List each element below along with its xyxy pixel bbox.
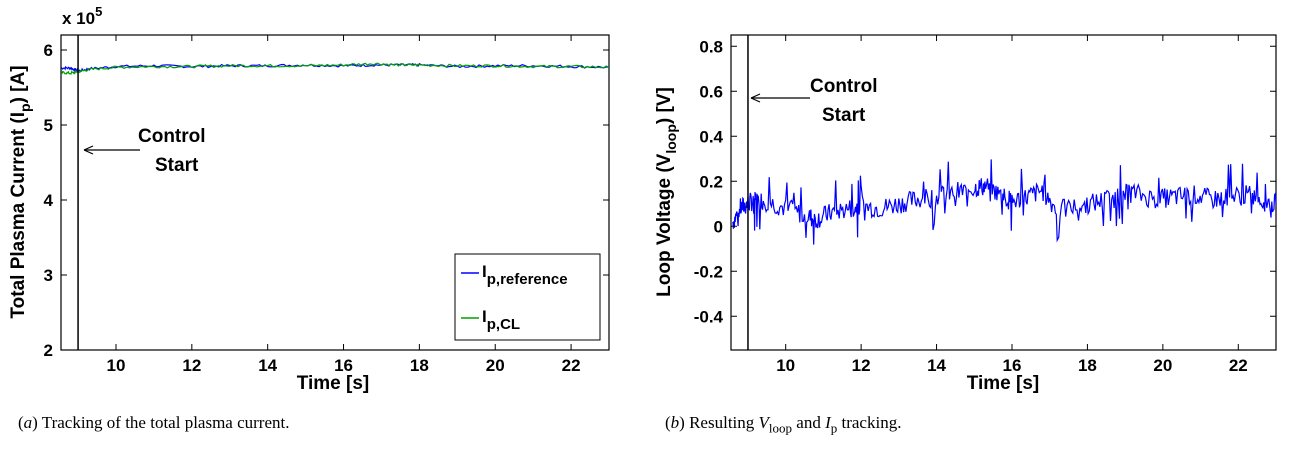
y-tick-label: 5 [44,116,53,135]
y-tick-label: 2 [44,341,53,360]
x-tick-label: 14 [258,356,277,375]
x-tick-label: 18 [410,356,429,375]
series-line-a-1 [60,62,610,76]
legend-label-cl: Ip,CL [482,307,520,333]
series-group-a [60,62,610,76]
x-axis-label-b: Time [s] [967,373,1040,394]
series-line-b-0 [732,159,1277,245]
y-tick-label: 0.2 [699,172,723,191]
x-tick-label: 22 [562,356,581,375]
chart-panel-a: 10 12 14 16 18 20 22 2 3 4 5 6 Control Start x 105… [8,4,610,394]
y-tick-label: 3 [44,266,53,285]
x-tick-label: 20 [486,356,505,375]
legend-box-a [454,253,601,341]
plot-area-b [730,34,1277,351]
arrowhead-a [83,145,94,155]
legend-a: Ip,reference Ip,CL [454,253,601,341]
y-tick-label: 0.8 [699,37,723,56]
y-ticks-b: -0.4 -0.2 0 0.2 0.4 0.6 0.8 [694,37,1276,326]
x-tick-label: 12 [182,356,201,375]
caption-b: (b) Resulting Vloop and Ip tracking. [665,413,902,436]
annotation-line1-a: Control [138,126,206,147]
x-tick-label: 20 [1153,356,1172,375]
x-ticks-a: 10 12 14 16 18 20 22 [107,35,581,375]
y-axis-label-a: Total Plasma Current (Ip) [A] [8,65,33,318]
chart-panel-b: 10 12 14 16 18 20 22 -0.4 -0.2 0 0.2 0.4 0.6 0.8 Con… [654,34,1277,394]
caption-a: (a) Tracking of the total plasma current… [18,413,290,432]
x-axis-label-a: Time [s] [297,373,370,394]
legend-label-reference: Ip,reference [482,262,568,288]
annotation-line2-b: Start [822,105,866,126]
y-tick-label: 0.4 [699,127,723,146]
x-tick-label: 16 [334,356,353,375]
y-tick-label: 6 [44,41,53,60]
y-tick-label: 4 [44,191,54,210]
plot-area-a [60,34,610,351]
x-tick-label: 12 [852,356,871,375]
x-tick-label: 10 [107,356,126,375]
x-tick-label: 22 [1229,356,1248,375]
exponent-label-a: x 105 [62,4,102,28]
series-group-b [732,159,1277,245]
y-axis-label-b: Loop Voltage (Vloop) [V] [654,87,679,297]
arrowhead-b [750,93,761,103]
x-tick-label: 18 [1078,356,1097,375]
x-ticks-b: 10 12 14 16 18 20 22 [776,35,1248,375]
annotation-line2-a: Start [155,155,199,176]
annotation-line1-b: Control [810,76,878,97]
x-tick-label: 10 [776,356,795,375]
x-tick-label: 16 [1003,356,1022,375]
x-tick-label: 14 [927,356,946,375]
y-tick-label: 0 [714,217,723,236]
y-tick-label: -0.4 [694,307,724,326]
y-tick-label: 0.6 [699,82,723,101]
y-tick-label: -0.2 [694,262,723,281]
y-ticks-a: 2 3 4 5 6 [44,41,609,360]
